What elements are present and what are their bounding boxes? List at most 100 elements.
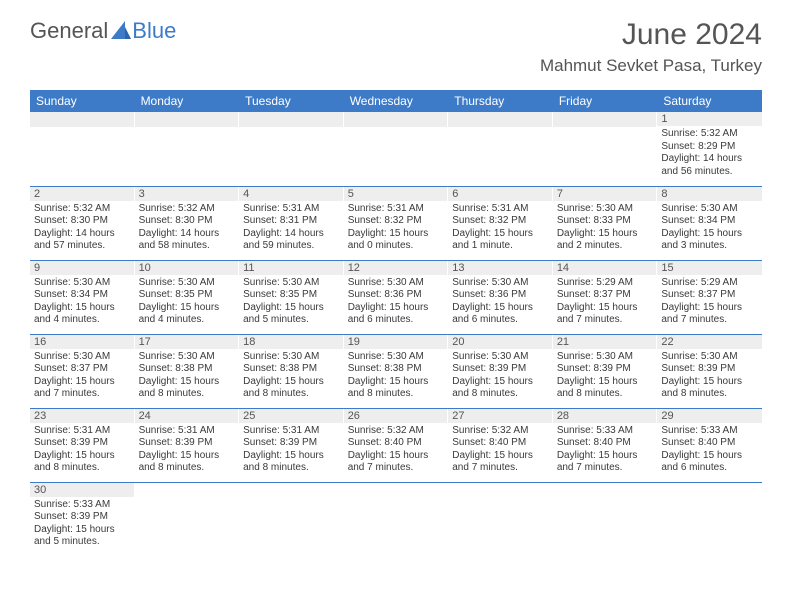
day-number: 5 [344,187,449,201]
day-cell: 11Sunrise: 5:30 AMSunset: 8:35 PMDayligh… [239,260,344,334]
day-detail: Sunrise: 5:33 AMSunset: 8:40 PMDaylight:… [657,423,762,479]
day-detail: Sunrise: 5:30 AMSunset: 8:35 PMDaylight:… [135,275,240,331]
empty-cell [553,482,658,556]
day-number: 29 [657,409,762,423]
day-cell: 7Sunrise: 5:30 AMSunset: 8:33 PMDaylight… [553,186,658,260]
day-number: 10 [135,261,240,275]
logo-sail-icon [110,21,132,41]
day-detail: Sunrise: 5:32 AMSunset: 8:30 PMDaylight:… [30,201,135,257]
day-cell: 26Sunrise: 5:32 AMSunset: 8:40 PMDayligh… [344,408,449,482]
day-detail: Sunrise: 5:29 AMSunset: 8:37 PMDaylight:… [553,275,658,331]
day-number: 18 [239,335,344,349]
logo-text-2: Blue [132,18,176,44]
day-detail: Sunrise: 5:30 AMSunset: 8:35 PMDaylight:… [239,275,344,331]
day-detail: Sunrise: 5:30 AMSunset: 8:36 PMDaylight:… [344,275,449,331]
day-cell: 28Sunrise: 5:33 AMSunset: 8:40 PMDayligh… [553,408,658,482]
day-cell: 10Sunrise: 5:30 AMSunset: 8:35 PMDayligh… [135,260,240,334]
day-cell: 23Sunrise: 5:31 AMSunset: 8:39 PMDayligh… [30,408,135,482]
day-detail: Sunrise: 5:32 AMSunset: 8:40 PMDaylight:… [448,423,553,479]
day-number: 26 [344,409,449,423]
month-title: June 2024 [540,18,762,52]
week-row: 16Sunrise: 5:30 AMSunset: 8:37 PMDayligh… [30,334,762,408]
day-detail: Sunrise: 5:31 AMSunset: 8:39 PMDaylight:… [135,423,240,479]
day-number: 20 [448,335,553,349]
day-cell: 1Sunrise: 5:32 AMSunset: 8:29 PMDaylight… [657,112,762,186]
empty-cell [344,112,449,186]
day-detail: Sunrise: 5:30 AMSunset: 8:33 PMDaylight:… [553,201,658,257]
day-cell: 30Sunrise: 5:33 AMSunset: 8:39 PMDayligh… [30,482,135,556]
day-cell: 3Sunrise: 5:32 AMSunset: 8:30 PMDaylight… [135,186,240,260]
day-detail: Sunrise: 5:30 AMSunset: 8:34 PMDaylight:… [657,201,762,257]
day-number: 16 [30,335,135,349]
column-header: Sunday [30,90,135,112]
day-number: 3 [135,187,240,201]
day-detail: Sunrise: 5:30 AMSunset: 8:39 PMDaylight:… [448,349,553,405]
day-number-empty [344,112,449,127]
day-cell: 2Sunrise: 5:32 AMSunset: 8:30 PMDaylight… [30,186,135,260]
day-cell: 25Sunrise: 5:31 AMSunset: 8:39 PMDayligh… [239,408,344,482]
day-number: 6 [448,187,553,201]
empty-cell [553,112,658,186]
logo: General Blue [30,18,176,44]
day-number: 14 [553,261,658,275]
day-number: 12 [344,261,449,275]
day-number-empty [553,112,658,127]
column-header: Saturday [657,90,762,112]
day-cell: 18Sunrise: 5:30 AMSunset: 8:38 PMDayligh… [239,334,344,408]
day-cell: 27Sunrise: 5:32 AMSunset: 8:40 PMDayligh… [448,408,553,482]
day-number: 7 [553,187,658,201]
empty-cell [135,112,240,186]
week-row: 2Sunrise: 5:32 AMSunset: 8:30 PMDaylight… [30,186,762,260]
day-cell: 22Sunrise: 5:30 AMSunset: 8:39 PMDayligh… [657,334,762,408]
day-cell: 21Sunrise: 5:30 AMSunset: 8:39 PMDayligh… [553,334,658,408]
day-number: 24 [135,409,240,423]
day-cell: 24Sunrise: 5:31 AMSunset: 8:39 PMDayligh… [135,408,240,482]
day-cell: 29Sunrise: 5:33 AMSunset: 8:40 PMDayligh… [657,408,762,482]
week-row: 1Sunrise: 5:32 AMSunset: 8:29 PMDaylight… [30,112,762,186]
day-detail: Sunrise: 5:32 AMSunset: 8:30 PMDaylight:… [135,201,240,257]
empty-cell [239,482,344,556]
day-number-empty [30,112,135,127]
day-detail: Sunrise: 5:29 AMSunset: 8:37 PMDaylight:… [657,275,762,331]
day-detail: Sunrise: 5:32 AMSunset: 8:29 PMDaylight:… [657,126,762,182]
day-cell: 17Sunrise: 5:30 AMSunset: 8:38 PMDayligh… [135,334,240,408]
day-detail: Sunrise: 5:30 AMSunset: 8:34 PMDaylight:… [30,275,135,331]
day-number: 17 [135,335,240,349]
day-number: 30 [30,483,135,497]
column-header: Monday [135,90,240,112]
day-cell: 13Sunrise: 5:30 AMSunset: 8:36 PMDayligh… [448,260,553,334]
empty-cell [30,112,135,186]
week-row: 30Sunrise: 5:33 AMSunset: 8:39 PMDayligh… [30,482,762,556]
calendar-head: SundayMondayTuesdayWednesdayThursdayFrid… [30,90,762,112]
day-number: 22 [657,335,762,349]
day-detail: Sunrise: 5:31 AMSunset: 8:31 PMDaylight:… [239,201,344,257]
day-detail: Sunrise: 5:31 AMSunset: 8:39 PMDaylight:… [30,423,135,479]
day-detail: Sunrise: 5:31 AMSunset: 8:32 PMDaylight:… [448,201,553,257]
week-row: 23Sunrise: 5:31 AMSunset: 8:39 PMDayligh… [30,408,762,482]
day-detail: Sunrise: 5:30 AMSunset: 8:39 PMDaylight:… [553,349,658,405]
day-detail: Sunrise: 5:33 AMSunset: 8:39 PMDaylight:… [30,497,135,553]
day-number: 21 [553,335,658,349]
day-number-empty [135,112,240,127]
week-row: 9Sunrise: 5:30 AMSunset: 8:34 PMDaylight… [30,260,762,334]
day-detail: Sunrise: 5:32 AMSunset: 8:40 PMDaylight:… [344,423,449,479]
day-cell: 15Sunrise: 5:29 AMSunset: 8:37 PMDayligh… [657,260,762,334]
empty-cell [135,482,240,556]
day-detail: Sunrise: 5:30 AMSunset: 8:38 PMDaylight:… [344,349,449,405]
day-detail: Sunrise: 5:33 AMSunset: 8:40 PMDaylight:… [553,423,658,479]
day-number: 28 [553,409,658,423]
empty-cell [239,112,344,186]
day-number: 25 [239,409,344,423]
day-cell: 9Sunrise: 5:30 AMSunset: 8:34 PMDaylight… [30,260,135,334]
day-cell: 6Sunrise: 5:31 AMSunset: 8:32 PMDaylight… [448,186,553,260]
day-number: 27 [448,409,553,423]
column-header: Thursday [448,90,553,112]
day-number: 8 [657,187,762,201]
day-number: 13 [448,261,553,275]
day-cell: 5Sunrise: 5:31 AMSunset: 8:32 PMDaylight… [344,186,449,260]
day-detail: Sunrise: 5:30 AMSunset: 8:38 PMDaylight:… [135,349,240,405]
day-cell: 19Sunrise: 5:30 AMSunset: 8:38 PMDayligh… [344,334,449,408]
empty-cell [448,112,553,186]
day-detail: Sunrise: 5:31 AMSunset: 8:39 PMDaylight:… [239,423,344,479]
calendar-body: 1Sunrise: 5:32 AMSunset: 8:29 PMDaylight… [30,112,762,556]
